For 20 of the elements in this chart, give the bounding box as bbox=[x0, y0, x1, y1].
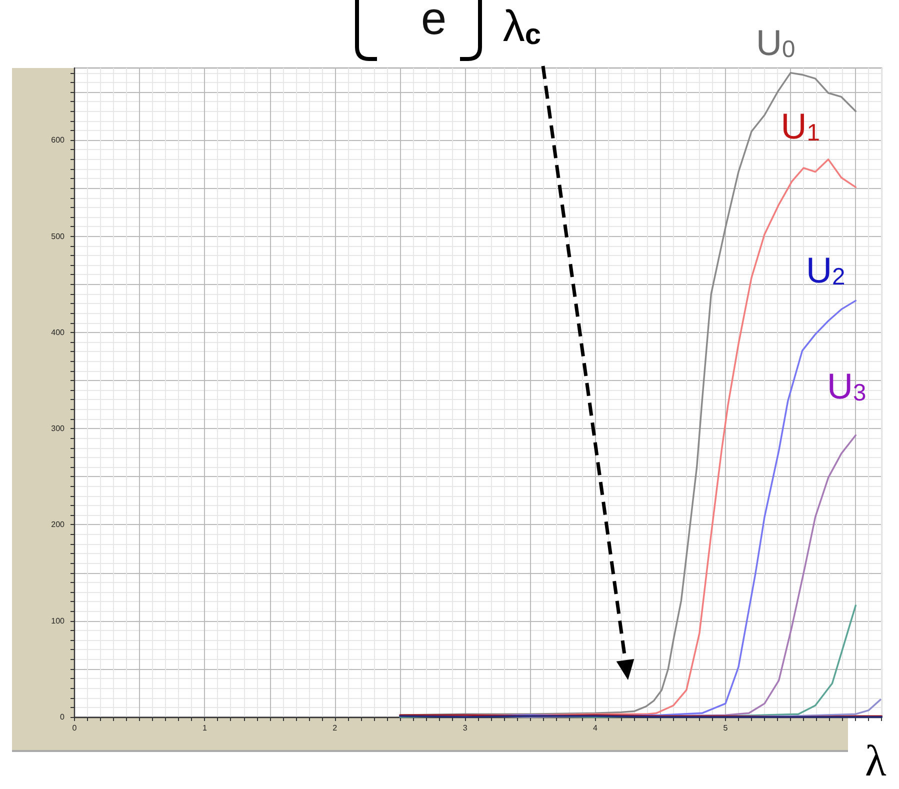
x-tick-label: 5 bbox=[723, 724, 728, 732]
series-label: U$_{1}$ bbox=[780, 104, 820, 147]
series-label: U$_{2}$ bbox=[806, 249, 846, 291]
x-tick-label: 1 bbox=[202, 724, 208, 732]
y-tick-label: 100 bbox=[51, 616, 66, 626]
y-tick-label: 500 bbox=[51, 232, 66, 241]
x-tick-label: 2 bbox=[332, 724, 338, 732]
x-tick-label: 4 bbox=[593, 724, 598, 732]
text: λ$_{c}$ bbox=[502, 2, 542, 52]
y-tick-label: 600 bbox=[51, 136, 66, 145]
x-tick-label: 0 bbox=[72, 724, 78, 732]
x-tick-label: 3 bbox=[462, 724, 468, 732]
x-axis-title: λ bbox=[865, 736, 888, 786]
y-tick-label: 300 bbox=[51, 424, 66, 434]
series-label: U$_{3}$ bbox=[827, 364, 866, 406]
y-tick-label: 200 bbox=[51, 520, 66, 530]
y-tick-label: 400 bbox=[51, 328, 66, 337]
series-label: U$_{0}$ bbox=[756, 21, 796, 63]
chart-title: e bbox=[421, 0, 447, 44]
y-tick-label: 0 bbox=[60, 712, 66, 722]
